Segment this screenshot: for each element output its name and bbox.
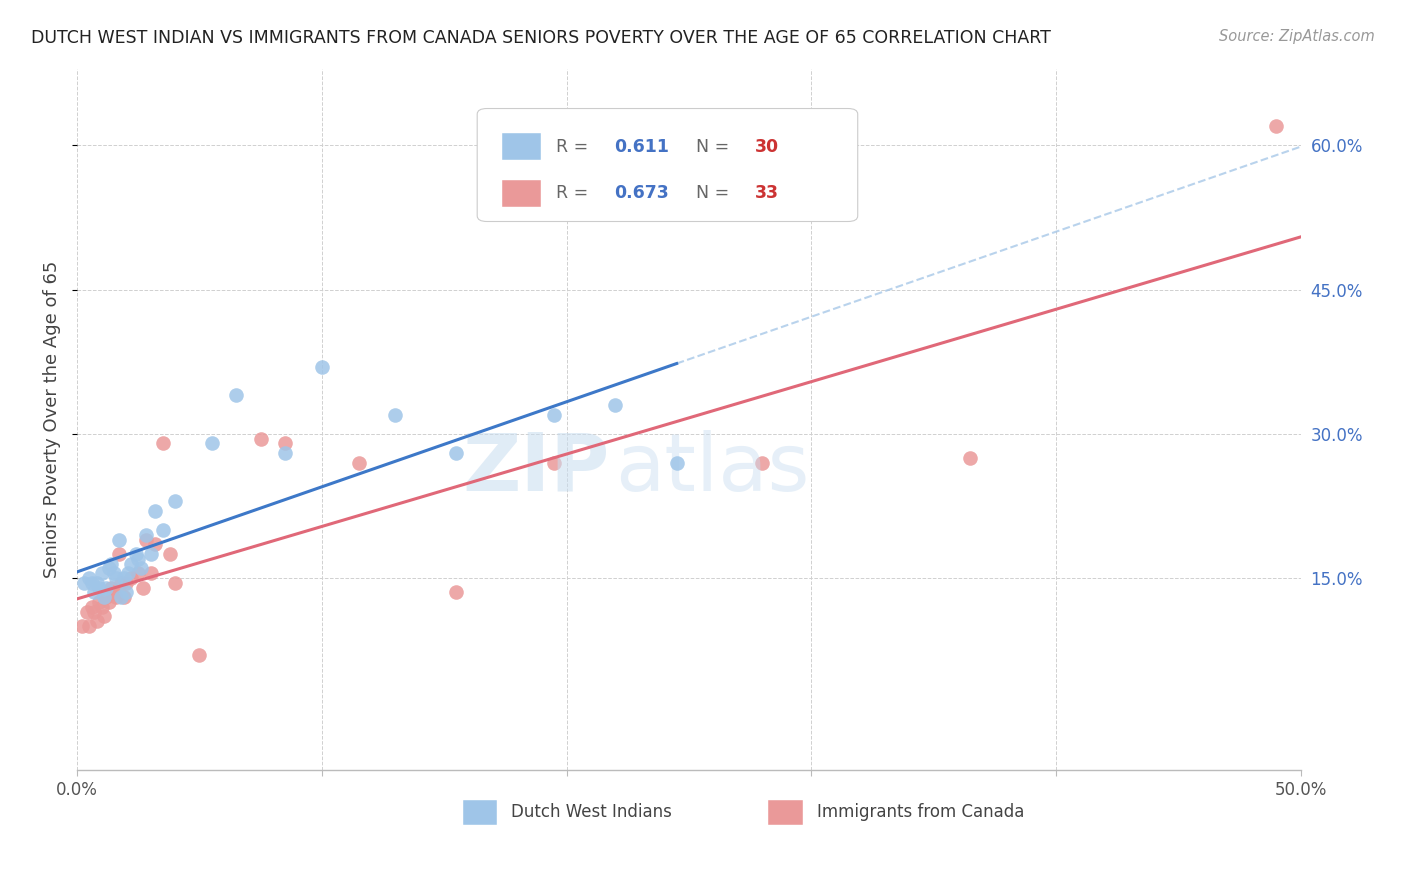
Point bbox=[163, 575, 186, 590]
Bar bbox=[502, 180, 541, 207]
Text: atlas: atlas bbox=[616, 430, 810, 508]
Point bbox=[1265, 119, 1288, 133]
Point bbox=[446, 585, 468, 599]
Point bbox=[384, 408, 406, 422]
Point bbox=[135, 533, 157, 547]
Point bbox=[90, 599, 112, 614]
Point bbox=[125, 547, 148, 561]
Text: 33: 33 bbox=[755, 185, 779, 202]
Point bbox=[274, 446, 297, 460]
Point bbox=[103, 585, 125, 599]
Point bbox=[87, 595, 110, 609]
Point bbox=[73, 575, 96, 590]
Point bbox=[107, 547, 129, 561]
Text: Dutch West Indians: Dutch West Indians bbox=[512, 804, 672, 822]
Point bbox=[446, 446, 468, 460]
Point bbox=[96, 591, 118, 605]
Point bbox=[249, 432, 271, 446]
Point bbox=[100, 557, 122, 571]
Point bbox=[105, 591, 128, 605]
Point bbox=[120, 571, 142, 585]
Point bbox=[83, 585, 105, 599]
Point bbox=[96, 581, 118, 595]
Text: N =: N = bbox=[696, 185, 735, 202]
Point bbox=[152, 523, 174, 537]
Text: R =: R = bbox=[555, 137, 593, 156]
Point bbox=[225, 388, 247, 402]
Point bbox=[86, 575, 108, 590]
Point bbox=[132, 581, 155, 595]
Text: R =: R = bbox=[555, 185, 593, 202]
Text: N =: N = bbox=[696, 137, 735, 156]
Bar bbox=[769, 800, 803, 824]
Point bbox=[163, 494, 186, 508]
Point bbox=[79, 619, 101, 633]
Point bbox=[110, 575, 132, 590]
Point bbox=[83, 605, 105, 619]
Text: 0.673: 0.673 bbox=[614, 185, 669, 202]
Point bbox=[139, 547, 162, 561]
Text: ZIP: ZIP bbox=[463, 430, 609, 508]
Point bbox=[115, 575, 138, 590]
Text: DUTCH WEST INDIAN VS IMMIGRANTS FROM CANADA SENIORS POVERTY OVER THE AGE OF 65 C: DUTCH WEST INDIAN VS IMMIGRANTS FROM CAN… bbox=[31, 29, 1050, 46]
Point bbox=[87, 581, 110, 595]
Point bbox=[112, 591, 135, 605]
Point bbox=[129, 561, 152, 575]
Point bbox=[145, 504, 167, 518]
FancyBboxPatch shape bbox=[477, 109, 858, 221]
Point bbox=[959, 450, 981, 465]
Point bbox=[665, 456, 688, 470]
Point bbox=[70, 619, 93, 633]
Text: 0.611: 0.611 bbox=[614, 137, 669, 156]
Point bbox=[145, 537, 167, 551]
Point bbox=[543, 408, 565, 422]
Point bbox=[112, 571, 135, 585]
Point bbox=[605, 398, 627, 412]
Point bbox=[139, 566, 162, 581]
Point bbox=[97, 595, 120, 609]
Point bbox=[117, 566, 139, 581]
Point bbox=[80, 599, 103, 614]
Point bbox=[152, 436, 174, 450]
Point bbox=[105, 571, 128, 585]
Point bbox=[80, 575, 103, 590]
Point bbox=[311, 359, 333, 374]
Point bbox=[76, 605, 98, 619]
Point bbox=[86, 614, 108, 628]
Point bbox=[201, 436, 224, 450]
Point bbox=[751, 456, 773, 470]
Point bbox=[79, 571, 101, 585]
Point bbox=[97, 561, 120, 575]
Point bbox=[159, 547, 181, 561]
Point bbox=[188, 648, 211, 662]
Bar bbox=[502, 134, 541, 160]
Point bbox=[127, 551, 149, 566]
Point bbox=[100, 581, 122, 595]
Text: 30: 30 bbox=[755, 137, 779, 156]
Point bbox=[93, 591, 115, 605]
Point bbox=[110, 591, 132, 605]
Text: Source: ZipAtlas.com: Source: ZipAtlas.com bbox=[1219, 29, 1375, 44]
Point bbox=[115, 585, 138, 599]
Point bbox=[127, 566, 149, 581]
Point bbox=[103, 566, 125, 581]
Point bbox=[274, 436, 297, 450]
Point bbox=[93, 609, 115, 624]
Point bbox=[543, 456, 565, 470]
Y-axis label: Seniors Poverty Over the Age of 65: Seniors Poverty Over the Age of 65 bbox=[44, 260, 60, 578]
Point bbox=[120, 557, 142, 571]
Bar bbox=[463, 800, 496, 824]
Point bbox=[90, 566, 112, 581]
Point bbox=[347, 456, 370, 470]
Text: Immigrants from Canada: Immigrants from Canada bbox=[817, 804, 1025, 822]
Point bbox=[135, 527, 157, 541]
Point bbox=[107, 533, 129, 547]
